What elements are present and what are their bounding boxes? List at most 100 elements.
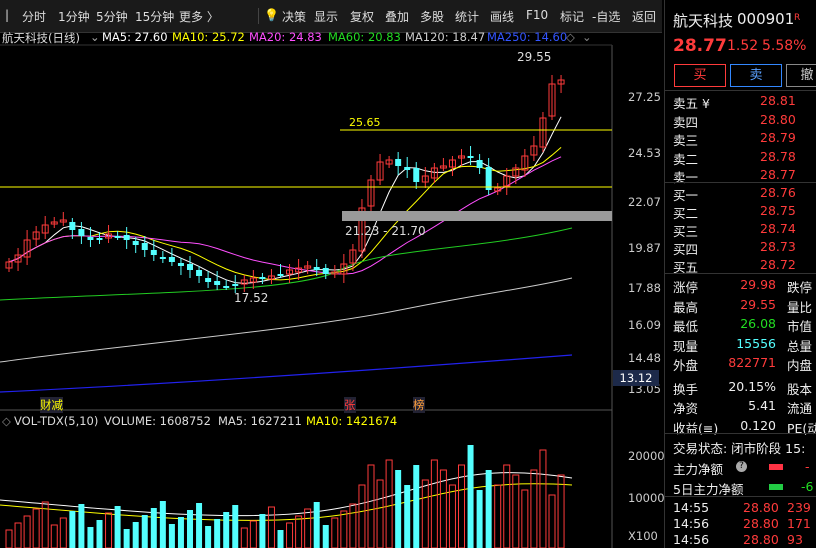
tab-5min[interactable]: 5分钟: [96, 10, 128, 24]
candle-body: [358, 207, 366, 252]
candle-body: [132, 241, 139, 245]
ma20-label: MA20: 24.83: [249, 30, 322, 44]
event-mark[interactable]: 财减: [40, 397, 63, 413]
tab-15min[interactable]: 15分钟: [135, 10, 175, 24]
candle-body: [240, 279, 248, 285]
volume-bar: [349, 503, 357, 548]
bid-price[interactable]: 28.76: [760, 185, 796, 200]
volume-ma5: MA5: 1627211: [218, 414, 302, 428]
f10-button[interactable]: F10: [526, 8, 549, 22]
help-icon[interactable]: ?: [736, 461, 747, 472]
volume-bar: [177, 517, 184, 548]
volume-indicator-label: VOL-TDX(5,10): [14, 414, 99, 428]
ask-price[interactable]: 28.78: [760, 148, 796, 164]
volume-bar: [530, 469, 538, 548]
volume-bar: [404, 485, 411, 548]
candle-body: [404, 167, 411, 170]
volume-bar: [123, 529, 130, 548]
draw-button[interactable]: 画线: [490, 10, 515, 24]
candle-body: [249, 277, 257, 283]
kline-chart[interactable]: [0, 0, 664, 548]
back-button[interactable]: 返回: [632, 10, 657, 24]
ask-price[interactable]: 28.77: [760, 167, 796, 182]
volume-diamond-icon[interactable]: ◇: [2, 414, 11, 428]
ask-price[interactable]: 28.79: [760, 130, 796, 145]
bid-price[interactable]: 28.75: [760, 203, 796, 218]
volume-bar: [448, 484, 456, 548]
cancel-button[interactable]: 撤: [786, 64, 816, 87]
stat-label-secondary: 跌停: [787, 280, 813, 295]
event-mark[interactable]: 榜: [413, 397, 425, 413]
volume-bar: [50, 524, 58, 548]
ma20-line: [8, 156, 562, 275]
decision-button[interactable]: 决策: [282, 10, 307, 24]
volume-bar: [458, 464, 465, 548]
stat-label: 现量: [673, 338, 699, 354]
watchlist-button[interactable]: -自选: [592, 10, 621, 24]
ma250-label: MA250: 14.60: [487, 30, 568, 44]
candle-body: [123, 235, 130, 240]
tick-volume: 239: [787, 500, 811, 515]
price-tick: 17.88: [628, 281, 661, 295]
ma120-label: MA120: 18.47: [405, 30, 486, 44]
bid-label: 买四: [673, 242, 699, 257]
event-mark[interactable]: 张: [344, 397, 356, 413]
sell-button[interactable]: 卖: [730, 64, 782, 87]
level-annotation: 25.65: [349, 116, 381, 129]
ask-label: 卖一: [673, 170, 699, 185]
flow-label: 5日主力净额: [673, 482, 744, 497]
gap-annotation: 21.23 - 21.70: [345, 224, 426, 238]
bid-price[interactable]: 28.73: [760, 239, 796, 254]
volume-bar: [340, 510, 348, 548]
mark-button[interactable]: 标记: [560, 10, 585, 24]
trade-status: 交易状态: 闭市阶段 15:: [673, 441, 806, 456]
candle-body: [376, 161, 384, 181]
stats-button[interactable]: 统计: [455, 10, 480, 24]
collapse-icon[interactable]: ⌄: [90, 30, 100, 44]
adjust-button[interactable]: 复权: [350, 10, 375, 24]
candle-body: [467, 156, 474, 158]
tab-1min[interactable]: 1分钟: [58, 10, 90, 24]
volume-bar: [313, 502, 320, 548]
candle-body: [78, 229, 85, 236]
candle-body: [313, 267, 320, 270]
tab-timeshare[interactable]: 分时: [22, 10, 47, 24]
volume-bar: [214, 519, 221, 548]
candle-body: [205, 278, 212, 282]
ask-price[interactable]: 28.81: [760, 93, 796, 108]
tab-more[interactable]: 更多 〉: [179, 10, 219, 24]
candle-body: [485, 167, 492, 190]
ask-label: 卖二: [673, 151, 699, 167]
bid-price[interactable]: 28.74: [760, 221, 796, 236]
overlay-button[interactable]: 叠加: [385, 10, 410, 24]
bulb-icon[interactable]: 💡: [264, 8, 279, 22]
tick-volume: 171: [787, 516, 811, 531]
candle-body: [421, 175, 429, 183]
dropdown-icon[interactable]: ⌄: [582, 30, 592, 44]
candle-body: [331, 271, 339, 275]
candle-body: [304, 265, 312, 269]
volume-bar: [421, 479, 429, 548]
tick-time: 14:56: [673, 516, 710, 531]
ma10-line: [8, 147, 562, 281]
period-icon[interactable]: |: [5, 8, 10, 22]
ask-price[interactable]: 28.80: [760, 111, 796, 127]
bid-price[interactable]: 28.72: [760, 257, 796, 272]
stat-label-secondary: 股本: [787, 381, 813, 397]
candle-body: [349, 249, 357, 264]
stat-label-secondary: PE(动: [787, 420, 816, 436]
volume-bar: [430, 459, 438, 548]
price-tick: 14.48: [628, 351, 661, 365]
candle-body: [50, 221, 58, 225]
ma250-line: [0, 354, 573, 393]
candle-body: [87, 237, 94, 240]
multi-stock-button[interactable]: 多股: [420, 10, 445, 24]
display-button[interactable]: 显示: [314, 10, 339, 24]
candle-body: [141, 243, 148, 250]
buy-button[interactable]: 买: [674, 64, 726, 87]
candle-body: [32, 231, 40, 240]
tick-price: 28.80: [743, 500, 779, 515]
volume-bar: [14, 522, 22, 548]
diamond-icon[interactable]: ◇: [566, 30, 575, 44]
volume-bar: [267, 506, 275, 548]
